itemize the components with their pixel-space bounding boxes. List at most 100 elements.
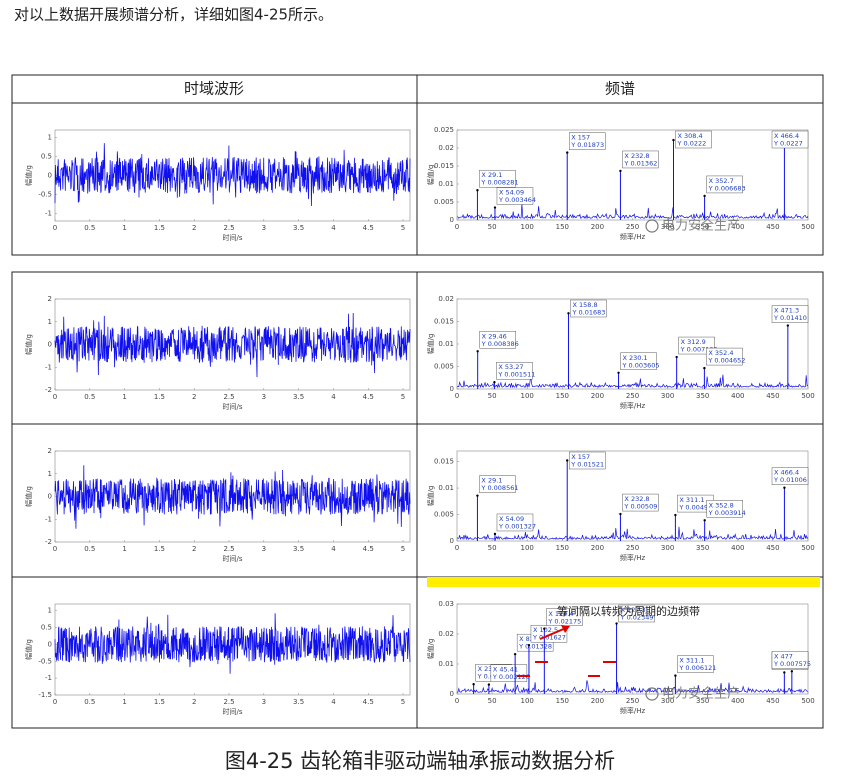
x-tick-label: 1 — [122, 698, 126, 706]
y-axis-label: 幅值/g — [426, 165, 435, 186]
x-tick-label: 50 — [488, 544, 497, 552]
y-tick-label: 0.02 — [438, 144, 454, 152]
peak-marker — [619, 169, 622, 173]
data-tip-x: X 471.3 — [774, 307, 799, 315]
x-tick-label: 200 — [591, 697, 604, 705]
y-tick-label: 0.005 — [434, 198, 454, 206]
data-tip-y: Y 0.01873 — [570, 141, 604, 149]
x-tick-label: 200 — [591, 544, 604, 552]
data-tip-y: Y 0.007102 — [680, 346, 718, 354]
data-tip-y: Y 0.004652 — [707, 357, 745, 365]
data-tip-box — [479, 169, 516, 188]
peak-marker — [527, 643, 531, 647]
x-tick-label: 0.5 — [84, 224, 95, 232]
y-axis-label: 幅值/g — [24, 165, 33, 186]
annotation: 等间隔以转频为周期的边频带 — [557, 604, 700, 618]
data-tip-y: Y 0.01328 — [518, 643, 552, 651]
x-tick-label: 250 — [626, 697, 639, 705]
peak-marker — [476, 350, 479, 353]
data-tip-box — [771, 467, 809, 485]
x-tick-label: 0.5 — [84, 545, 95, 553]
y-tick-label: 2 — [48, 447, 52, 455]
y-tick-label: 0.005 — [434, 511, 454, 519]
data-tip-y: Y 0.003914 — [708, 509, 746, 517]
x-axis-label: 时间/s — [222, 554, 242, 563]
data-tip-y: Y 0.001327 — [498, 522, 536, 530]
y-tick-label: -0.5 — [38, 190, 52, 198]
data-tip-x: X 54.09 — [499, 515, 524, 523]
data-tip-y: Y 0.0222 — [676, 140, 706, 148]
x-tick-label: 0 — [455, 392, 459, 400]
x-tick-label: 3 — [262, 545, 266, 553]
y-tick-label: 0.01 — [438, 180, 454, 188]
x-tick-label: 3 — [262, 698, 266, 706]
peak-marker — [783, 671, 786, 674]
data-tip-box — [677, 655, 714, 673]
peak-marker — [703, 519, 706, 522]
x-tick-label: 100 — [521, 697, 534, 705]
y-tick-label: 2 — [48, 295, 52, 303]
y-tick-label: 0.03 — [438, 600, 454, 608]
data-tip-x: X 466.4 — [774, 132, 799, 140]
data-tip-box — [678, 336, 715, 355]
x-tick-label: 5 — [401, 393, 405, 401]
watermark-icon — [645, 219, 659, 233]
x-tick-label: 350 — [696, 392, 709, 400]
data-tip-x: X 232.8 — [624, 495, 649, 503]
x-tick-label: 4.5 — [363, 393, 374, 401]
data-tip-x: X 102.5 — [533, 626, 558, 634]
x-tick-label: 50 — [488, 223, 497, 231]
data-tip-box — [622, 493, 659, 512]
peak-marker — [703, 366, 706, 370]
y-tick-label: 0.005 — [434, 363, 454, 371]
y-tick-label: 1 — [48, 134, 52, 142]
y-tick-label: -2 — [45, 538, 52, 546]
peak-marker — [566, 459, 569, 462]
peak-marker — [493, 381, 496, 384]
x-tick-label: 2 — [192, 545, 196, 553]
y-tick-label: 0 — [450, 537, 454, 545]
spectrum-trace — [456, 374, 809, 389]
x-tick-label: 3 — [262, 224, 266, 232]
y-tick-label: -0.5 — [38, 657, 52, 665]
y-tick-label: 0.5 — [41, 624, 52, 632]
x-tick-label: 400 — [731, 697, 744, 705]
x-tick-label: 350 — [696, 223, 709, 231]
y-axis-label: 幅值/g — [426, 639, 435, 660]
x-tick-label: 2 — [192, 224, 196, 232]
y-tick-label: 0.015 — [434, 162, 454, 170]
y-tick-label: 0.015 — [434, 318, 454, 326]
x-tick-label: 5 — [401, 698, 405, 706]
spectrum-trace — [456, 203, 809, 220]
y-axis-label: 幅值/g — [24, 334, 33, 355]
x-tick-label: 5 — [401, 224, 405, 232]
y-tick-label: 0.02 — [438, 295, 454, 303]
data-tip-y: Y 0.003126 — [492, 673, 530, 681]
data-tip-y: Y 0.0227 — [773, 140, 803, 148]
peak-marker — [703, 194, 706, 198]
watermark: 电力安全生产 — [662, 686, 740, 702]
x-tick-label: 2.5 — [223, 393, 234, 401]
peak-marker — [493, 532, 497, 536]
data-tip-box — [620, 352, 657, 370]
data-tip-y: Y 0.01410 — [773, 314, 807, 322]
x-tick-label: 5 — [401, 545, 405, 553]
y-tick-label: -2 — [45, 386, 52, 394]
peak-marker — [674, 513, 677, 517]
x-tick-label: 300 — [661, 697, 674, 705]
data-tip-box — [490, 664, 528, 682]
x-tick-label: 150 — [556, 392, 569, 400]
peak-marker — [567, 312, 570, 315]
x-tick-label: 150 — [556, 223, 569, 231]
waveform-trace — [54, 613, 411, 674]
y-tick-label: 0 — [450, 690, 454, 698]
x-tick-label: 2 — [192, 393, 196, 401]
x-tick-label: 1.5 — [154, 393, 165, 401]
y-tick-label: 0.015 — [434, 458, 454, 466]
x-tick-label: 300 — [661, 544, 674, 552]
data-tip-y: Y 0.008561 — [480, 484, 518, 492]
x-tick-label: 1 — [122, 545, 126, 553]
x-tick-label: 2.5 — [223, 545, 234, 553]
peak-marker — [543, 627, 546, 630]
x-tick-label: 2.5 — [223, 698, 234, 706]
